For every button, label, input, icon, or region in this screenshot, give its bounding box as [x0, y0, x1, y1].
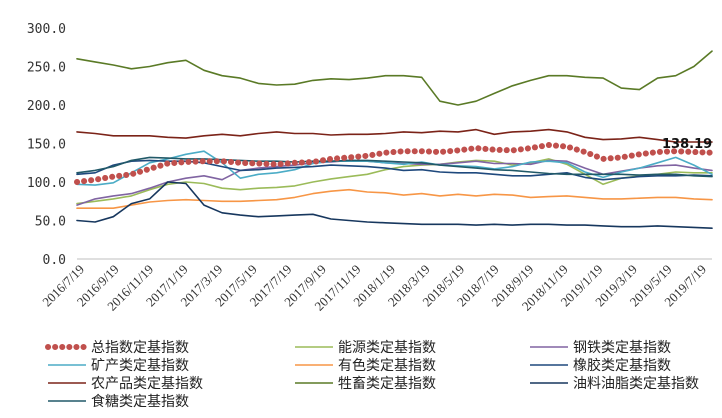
y-tick-label: 100.0	[27, 176, 66, 191]
y-axis-ticks: 300.0 250.0 200.0 150.0 100.0 50.0 0.0	[27, 22, 66, 268]
legend-label-7: 牲畜类定基指数	[338, 375, 436, 392]
series-line-8	[76, 181, 713, 229]
legend-label-4: 有色类定基指数	[338, 357, 436, 374]
legend-label-8: 油料油脂类定基指数	[573, 375, 699, 392]
legend-label-1: 能源类定基指数	[338, 339, 436, 356]
last-value-label: 138.19	[662, 137, 712, 152]
legend-label-2: 钢铁类定基指数	[573, 339, 671, 356]
series-lines	[74, 50, 715, 229]
y-tick-label: 0.0	[43, 253, 66, 268]
legend-label-0: 总指数定基指数	[91, 339, 189, 356]
legend-label-9: 食糖类定基指数	[91, 393, 189, 410]
y-tick-label: 250.0	[27, 61, 66, 76]
legend-label-5: 橡胶类定基指数	[573, 357, 671, 374]
series-line-1	[76, 158, 713, 205]
x-axis-ticks: 2016/7/192016/9/192016/11/192017/1/19201…	[39, 262, 709, 314]
series-line-9	[76, 156, 713, 178]
series-line-7	[76, 50, 713, 106]
y-tick-label: 300.0	[27, 22, 66, 37]
legend-label-6: 农产品类定基指数	[91, 375, 203, 392]
y-tick-label: 150.0	[27, 138, 66, 153]
series-line-3	[76, 150, 713, 186]
legend-label-3: 矿产类定基指数	[91, 357, 189, 374]
series-line-4	[76, 188, 713, 209]
y-tick-label: 50.0	[35, 215, 66, 230]
series-line-6	[76, 128, 713, 143]
series-line-0	[74, 142, 715, 185]
y-tick-label: 200.0	[27, 99, 66, 114]
